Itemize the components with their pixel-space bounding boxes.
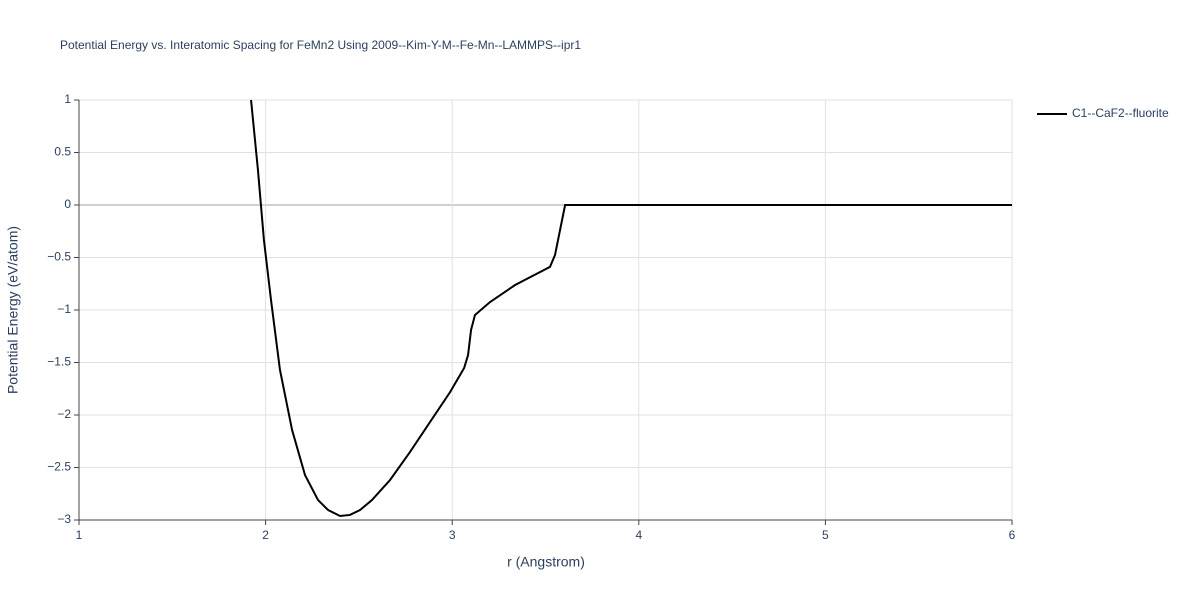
x-tick-label: 5 bbox=[822, 528, 829, 542]
chart-title: Potential Energy vs. Interatomic Spacing… bbox=[60, 38, 581, 52]
y-tick-label: 0 bbox=[64, 197, 71, 211]
x-tick-label: 3 bbox=[449, 528, 456, 542]
y-tick-label: 0.5 bbox=[54, 145, 71, 159]
x-tick-label: 2 bbox=[262, 528, 269, 542]
y-tick-label: −1.5 bbox=[47, 355, 71, 369]
x-tick-label: 6 bbox=[1009, 528, 1016, 542]
line-series bbox=[250, 99, 1012, 518]
y-tick-label: −2 bbox=[57, 407, 71, 421]
x-tick-label: 4 bbox=[635, 528, 642, 542]
y-tick-label: 1 bbox=[64, 92, 71, 106]
y-axis-label: Potential Energy (eV/atom) bbox=[5, 226, 21, 394]
x-axis-label: r (Angstrom) bbox=[507, 554, 585, 570]
y-tick-label: −2.5 bbox=[47, 460, 71, 474]
legend-label: C1--CaF2--fluorite bbox=[1072, 106, 1169, 120]
y-tick-label: −3 bbox=[57, 512, 71, 526]
y-tick-label: −1 bbox=[57, 302, 71, 316]
x-tick-label: 1 bbox=[76, 528, 83, 542]
y-tick-label: −0.5 bbox=[47, 250, 71, 264]
